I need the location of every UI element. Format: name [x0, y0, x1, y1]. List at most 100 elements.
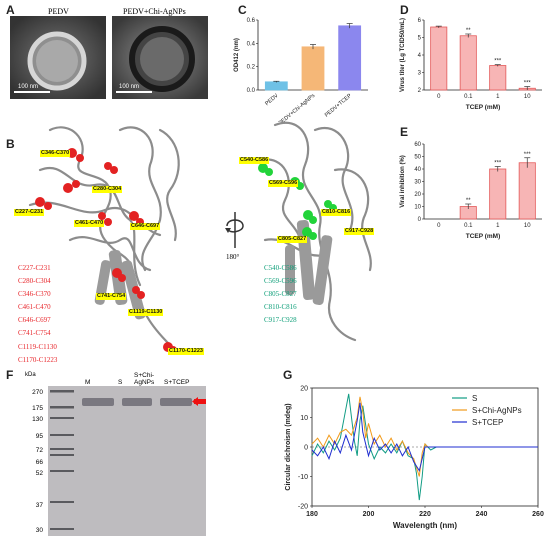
y-tick-label: 3 — [418, 71, 422, 77]
y-axis-label: Circular dichroism (mdeg) — [285, 403, 292, 490]
x-axis-label: TCEP (mM) — [466, 104, 501, 111]
chart-d: 2 3 4 5 6 0 ** 0.1 *** 1 *** 10 TCEP (mM) Virus titer… — [400, 18, 542, 111]
x-tick-label: 180 — [306, 511, 318, 518]
panel-b-label: B — [6, 137, 15, 151]
lane-label-s-tcep: S+TCEP — [164, 379, 190, 386]
tem-image-pedv — [10, 16, 106, 99]
y-tick-label: 0 — [304, 445, 308, 452]
list-green-item: C917-C928 — [264, 316, 297, 325]
tag-right-3: C810-C816 — [321, 209, 352, 216]
tem-image-pedv-agnps — [112, 16, 208, 99]
y-tick-label: 5 — [418, 36, 422, 42]
y-tick-label: 0.6 — [247, 18, 256, 24]
y-axis-label: Virus titer (Lg TCID50/mL) — [400, 18, 406, 92]
rotation-icon — [225, 212, 244, 248]
bar — [338, 25, 362, 91]
list-red-item: C280-C304 — [18, 277, 51, 286]
tag-right-1: C540-C586 — [239, 157, 270, 164]
x-tick-label: 260 — [532, 511, 544, 518]
y-axis-label: Viral inhibition (%) — [400, 155, 406, 208]
tem-label-pedv: PEDV — [48, 7, 69, 16]
kda-label: kDa — [25, 372, 36, 378]
x-tick-label: 0 — [437, 94, 441, 100]
x-tick-label: 220 — [419, 511, 431, 518]
x-axis-label: Wavelength (nm) — [393, 521, 457, 530]
ladder-label: 130 — [32, 416, 43, 423]
y-tick-label: 0.2 — [247, 65, 256, 71]
panel-c-label: C — [238, 3, 247, 17]
panel-d-label: D — [400, 3, 409, 17]
bar — [430, 26, 448, 91]
legend-label: S+TCEP — [472, 418, 503, 427]
y-tick-label: 20 — [414, 192, 421, 198]
tag-left-4: C461-C470 — [74, 220, 105, 227]
ladder-label: 52 — [36, 470, 44, 477]
sds-page-gel: 270 175 130 95 72 66 52 37 30 — [32, 386, 206, 536]
list-green-item: C569-C596 — [264, 277, 297, 286]
x-tick-label: PEDV — [264, 93, 280, 107]
legend-label: S — [472, 394, 477, 403]
y-tick-label: 30 — [414, 180, 421, 186]
list-green-item: C540-C586 — [264, 264, 297, 272]
panel-a-label: A — [6, 3, 15, 17]
list-red-item: C1170-C1223 — [18, 355, 58, 364]
ladder-label: 66 — [36, 459, 44, 466]
ladder-label: 95 — [36, 433, 44, 440]
x-axis-label: TCEP (mM) — [466, 233, 501, 240]
x-tick-label: 1 — [496, 94, 500, 100]
y-tick-label: 60 — [414, 142, 421, 148]
significance-label: *** — [494, 59, 502, 65]
tag-left-7: C1119-C1130 — [128, 309, 164, 316]
x-tick-label: 0 — [437, 223, 441, 229]
ladder-label: 72 — [36, 447, 44, 454]
list-red-item: C346-C370 — [18, 290, 51, 299]
ladder-label: 175 — [32, 405, 43, 412]
tag-right-5: C917-C928 — [344, 228, 375, 235]
x-tick-label: 200 — [363, 511, 375, 518]
significance-label: *** — [494, 161, 502, 167]
y-axis-label: OD412 (nm) — [234, 38, 240, 72]
y-tick-label: 20 — [300, 386, 308, 393]
x-tick-label: 10 — [524, 94, 531, 100]
lane-label-m: M — [85, 379, 91, 386]
y-tick-label: 4 — [418, 53, 422, 59]
y-tick-label: 50 — [414, 155, 421, 161]
lane-label-s-agnps: S+Chi- AgNPs — [134, 372, 155, 386]
tag-right-4: C805-C827 — [277, 236, 308, 243]
rotation-label: 180° — [226, 253, 240, 261]
ladder-label: 30 — [36, 527, 44, 534]
bar — [264, 81, 288, 91]
x-tick-label: 240 — [476, 511, 488, 518]
y-tick-label: -10 — [298, 474, 308, 481]
list-red-item: C461-C470 — [18, 303, 51, 312]
y-tick-label: 10 — [414, 205, 421, 211]
tag-left-1: C346-C370 — [40, 150, 71, 157]
ladder-label: 270 — [32, 389, 43, 396]
tag-left-2: C280-C304 — [92, 186, 123, 193]
tag-right-2: C569-C596 — [268, 180, 299, 187]
y-tick-label: -20 — [298, 504, 308, 511]
y-tick-label: 40 — [414, 167, 421, 173]
x-tick-label: 10 — [524, 223, 531, 229]
chart-e: 0 10 20 30 40 50 60 0 ** 0.1 *** 1 *** 10 TCEP (mM) Vir… — [400, 142, 542, 240]
bar — [518, 162, 536, 220]
list-green-item: C805-C827 — [264, 290, 297, 299]
bar — [489, 168, 507, 220]
y-tick-label: 0 — [418, 217, 422, 223]
bar — [489, 65, 507, 91]
list-red-item: C646-C697 — [18, 316, 51, 325]
y-tick-label: 0.0 — [247, 88, 256, 94]
lane-label-s: S — [118, 379, 123, 386]
list-red-item: C1119-C1130 — [18, 342, 57, 351]
chart-g: -20 -10 0 10 20 180 200 220 240 260 S S+Chi-AgNPs S+… — [285, 386, 544, 531]
bar — [459, 35, 477, 91]
significance-label: *** — [524, 81, 532, 87]
significance-label: ** — [466, 28, 471, 34]
tag-left-6: C741-C754 — [96, 293, 127, 300]
panel-e-label: E — [400, 125, 409, 139]
panel-f-label: F — [6, 368, 14, 382]
y-tick-label: 10 — [300, 415, 308, 422]
scale-bar-label-2: 100 nm — [119, 84, 140, 90]
list-green-item: C810-C816 — [264, 303, 297, 312]
series-line — [311, 402, 538, 472]
